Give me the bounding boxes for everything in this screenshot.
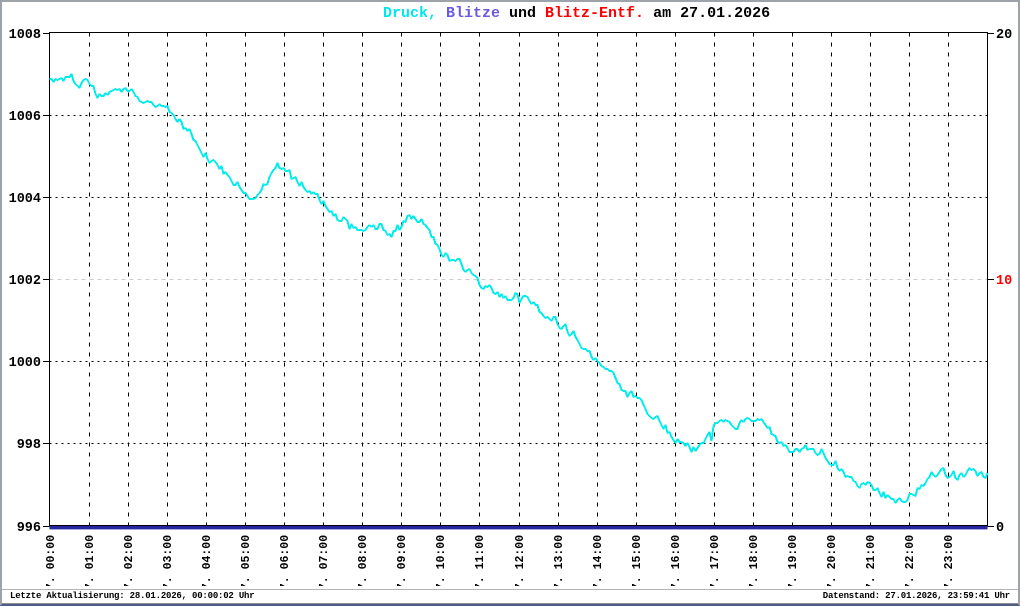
x-axis-label: 27. 20:00	[826, 535, 839, 586]
chart-title: Druck, Blitze und Blitz-Entf. am 27.01.2…	[383, 5, 770, 22]
x-axis-label: 27. 06:00	[279, 535, 292, 586]
y-axis-label-right: 20	[996, 28, 1012, 43]
x-axis-label: 27. 15:00	[631, 535, 644, 586]
x-axis-label: 27. 04:00	[201, 535, 214, 586]
y-axis-label-left: 1004	[9, 192, 41, 207]
x-axis-label: 27. 00:00	[45, 535, 58, 586]
title-segment: Druck,	[383, 5, 438, 22]
y-axis-label-left: 1006	[9, 110, 41, 125]
title-segment: und	[500, 5, 546, 22]
y-axis-label-left: 998	[17, 438, 41, 453]
x-axis-label: 27. 23:00	[943, 535, 956, 586]
x-axis-label: 27. 01:00	[84, 535, 97, 586]
x-axis-label: 27. 16:00	[670, 535, 683, 586]
x-axis-label: 27. 19:00	[787, 535, 800, 586]
footer-data-state: Datenstand: 27.01.2026, 23:59:41 Uhr	[822, 591, 1010, 601]
footer-separator	[2, 589, 1018, 590]
x-axis-label: 27. 14:00	[592, 535, 605, 586]
x-axis-label: 27. 12:00	[514, 535, 527, 586]
y-axis-label-left: 1002	[9, 274, 41, 289]
x-axis-label: 27. 22:00	[904, 535, 917, 586]
title-segment: Blitze	[437, 5, 501, 22]
title-segment: am 27.01.2026	[644, 5, 771, 22]
y-axis-label-right: 0	[996, 521, 1004, 536]
x-axis-label: 27. 10:00	[435, 535, 448, 586]
x-axis-label: 27. 08:00	[357, 535, 370, 586]
x-axis-label: 27. 02:00	[123, 535, 136, 586]
x-axis-label: 27. 18:00	[748, 535, 761, 586]
x-axis-label: 27. 13:00	[553, 535, 566, 586]
title-segment: Blitz-Entf.	[545, 5, 645, 22]
x-axis-label: 27. 11:00	[474, 535, 487, 586]
pressure-line	[49, 73, 989, 504]
x-axis-label: 27. 09:00	[396, 535, 409, 586]
x-axis-label: 27. 03:00	[162, 535, 175, 586]
x-axis-label: 27. 05:00	[240, 535, 253, 586]
x-axis-label: 27. 07:00	[318, 535, 331, 586]
x-axis-label: 27. 17:00	[709, 535, 722, 586]
plot-frame	[49, 32, 988, 526]
x-axis-label: 27. 21:00	[865, 535, 878, 586]
y-axis-label-left: 1000	[9, 356, 41, 371]
y-axis-label-left: 996	[17, 521, 41, 536]
y-axis-label-left: 1008	[9, 28, 41, 43]
window-bottom-edge	[2, 603, 1018, 604]
chart-plot-area: 1008 1006 1004 1002 1000 998 996 20 10 0 27. 00:00…	[9, 28, 1013, 586]
y-axis-label-right: 10	[996, 274, 1012, 289]
footer-last-update: Letzte Aktualisierung: 28.01.2026, 00:00…	[10, 591, 255, 601]
